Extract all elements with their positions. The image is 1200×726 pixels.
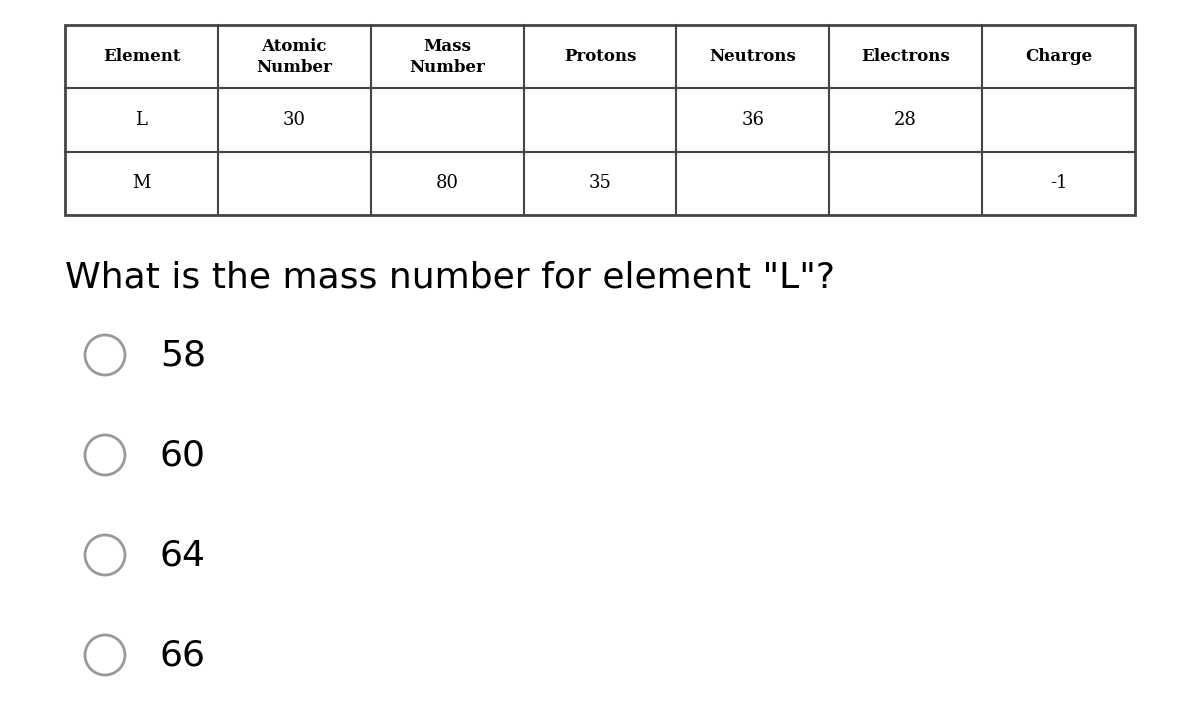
- Text: Mass
Number: Mass Number: [409, 38, 485, 76]
- Text: 60: 60: [160, 438, 206, 472]
- Text: Atomic
Number: Atomic Number: [257, 38, 332, 76]
- Text: Neutrons: Neutrons: [709, 48, 797, 65]
- Text: 28: 28: [894, 111, 917, 129]
- Text: Element: Element: [103, 48, 180, 65]
- Text: Electrons: Electrons: [862, 48, 950, 65]
- Text: 66: 66: [160, 638, 206, 672]
- Text: 80: 80: [436, 174, 458, 192]
- Text: 30: 30: [283, 111, 306, 129]
- Bar: [65, 25, 1135, 215]
- Text: What is the mass number for element "L"?: What is the mass number for element "L"?: [65, 260, 835, 294]
- Text: 35: 35: [588, 174, 612, 192]
- Text: Protons: Protons: [564, 48, 636, 65]
- Text: Charge: Charge: [1025, 48, 1092, 65]
- Text: M: M: [132, 174, 151, 192]
- Text: L: L: [136, 111, 148, 129]
- Text: 36: 36: [742, 111, 764, 129]
- Text: -1: -1: [1050, 174, 1067, 192]
- Text: 64: 64: [160, 538, 206, 572]
- Text: 58: 58: [160, 338, 206, 372]
